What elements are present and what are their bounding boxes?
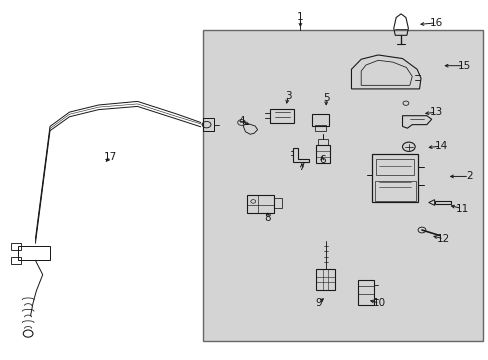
Text: 5: 5 xyxy=(322,93,329,103)
Bar xyxy=(358,280,373,305)
Bar xyxy=(273,198,282,208)
Text: 9: 9 xyxy=(314,298,321,308)
Bar xyxy=(316,269,334,290)
Bar xyxy=(270,109,293,123)
Bar xyxy=(246,195,273,213)
Bar xyxy=(203,30,482,341)
Text: 3: 3 xyxy=(285,91,291,101)
Text: 8: 8 xyxy=(264,212,271,222)
Text: 11: 11 xyxy=(455,203,468,213)
Bar xyxy=(318,139,327,145)
Bar xyxy=(375,158,414,175)
Text: 6: 6 xyxy=(318,156,325,165)
Text: 1: 1 xyxy=(297,13,303,22)
Bar xyxy=(316,145,329,163)
Text: 10: 10 xyxy=(372,298,386,308)
Text: 16: 16 xyxy=(429,18,442,28)
Text: 7: 7 xyxy=(298,162,305,172)
Bar xyxy=(374,181,415,201)
Text: 13: 13 xyxy=(429,107,442,117)
Text: 4: 4 xyxy=(238,116,245,126)
Bar xyxy=(314,125,325,131)
Text: 14: 14 xyxy=(434,141,447,151)
Bar xyxy=(311,114,328,126)
Text: 12: 12 xyxy=(436,234,449,244)
Text: 15: 15 xyxy=(457,61,470,71)
Text: 2: 2 xyxy=(465,171,471,181)
Text: 17: 17 xyxy=(104,152,117,162)
Bar xyxy=(371,154,417,202)
